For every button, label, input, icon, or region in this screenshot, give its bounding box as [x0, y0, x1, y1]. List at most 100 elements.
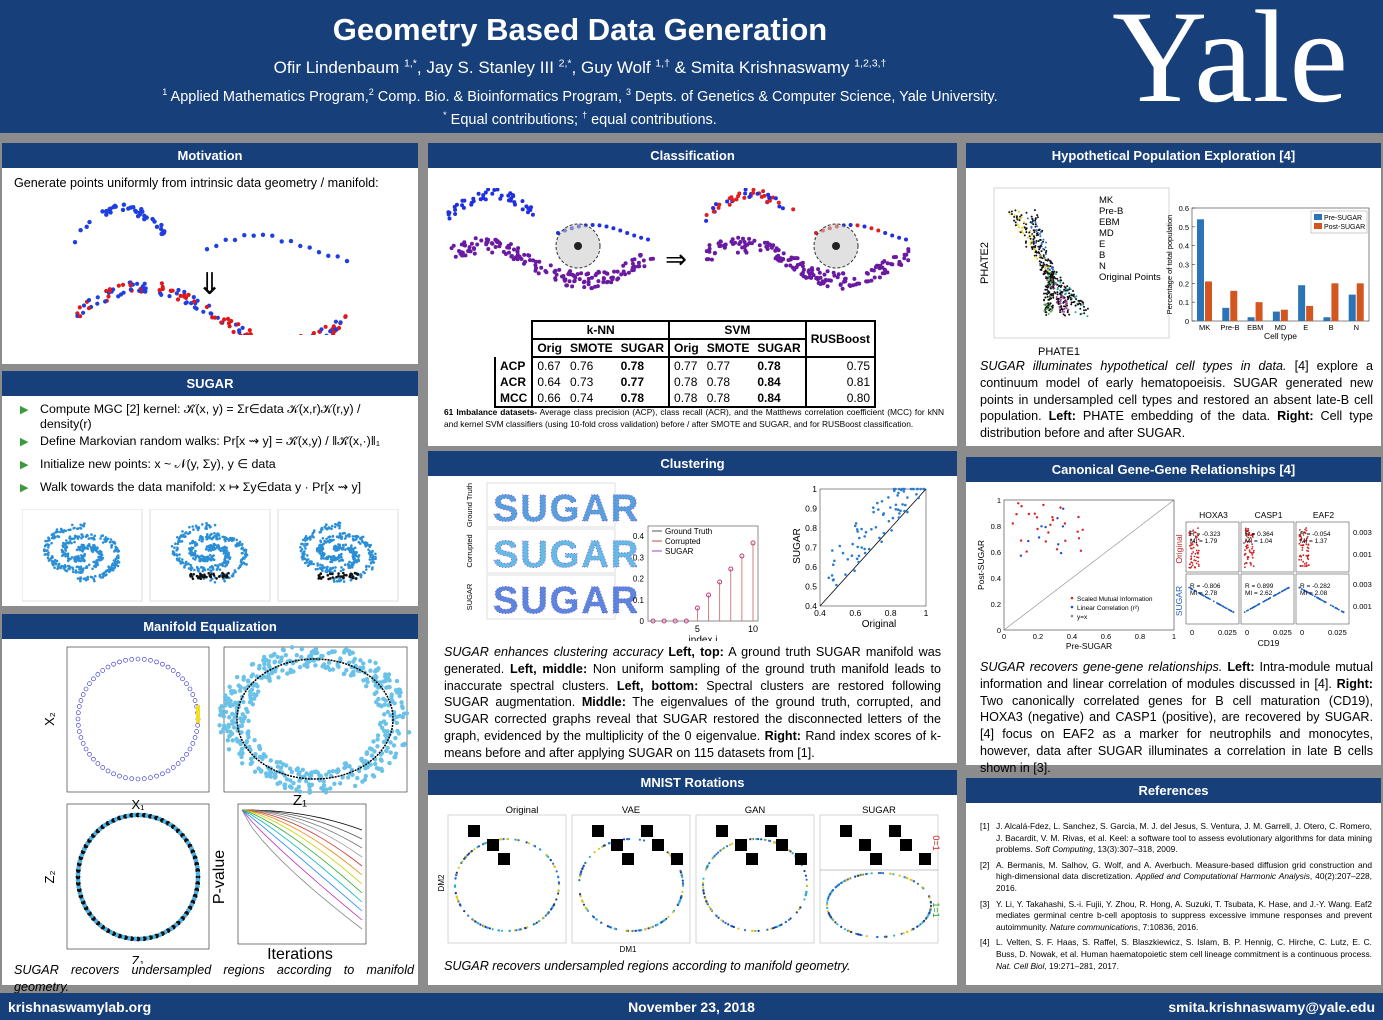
dot [477, 922, 480, 925]
dot [630, 261, 635, 266]
dot [736, 194, 741, 199]
dot [664, 918, 667, 921]
footer-link[interactable]: krishnaswamylab.org [8, 999, 152, 1015]
dot [1254, 605, 1257, 608]
dot [197, 570, 200, 573]
dot [214, 564, 217, 567]
dot [178, 536, 182, 539]
dot [200, 540, 204, 543]
dot [193, 554, 197, 557]
label: Pre-B [1220, 323, 1239, 332]
dot [877, 275, 882, 280]
dot [530, 212, 535, 217]
dot [76, 577, 80, 580]
point [148, 775, 153, 780]
dot [609, 275, 614, 280]
dot [533, 922, 536, 925]
dot [215, 315, 220, 320]
dot [353, 552, 357, 555]
label: R = 0.364 [1245, 531, 1274, 538]
dot [711, 209, 716, 214]
dot [340, 566, 343, 569]
dot [112, 559, 116, 562]
dot [159, 222, 164, 228]
dot [724, 921, 727, 925]
dot [634, 929, 637, 932]
dot [201, 575, 205, 579]
dot [93, 564, 97, 567]
dot [763, 838, 766, 841]
dot [300, 555, 304, 559]
dot [205, 559, 209, 563]
label: 0.5 [1179, 223, 1189, 232]
dot [195, 542, 198, 545]
dot [1250, 551, 1252, 554]
dot [767, 196, 772, 200]
dot [1305, 554, 1308, 557]
dot [225, 563, 228, 567]
dot [1015, 513, 1018, 516]
footer-email[interactable]: smita.krishnaswamy@yale.edu [1168, 999, 1375, 1015]
dot [309, 649, 315, 655]
text-run: Cell type distribution before and after … [980, 409, 1374, 441]
dot [235, 538, 238, 542]
dot [1298, 535, 1301, 537]
caption: 61 Imbalance datasets- Average class pre… [444, 406, 944, 430]
dot [1045, 308, 1048, 311]
label: MI = 2.08 [1300, 590, 1328, 597]
dot [825, 903, 829, 906]
dot [104, 208, 109, 214]
dot [515, 257, 520, 262]
dot [224, 700, 230, 705]
dot [921, 921, 924, 924]
cell [495, 339, 532, 357]
dot [1247, 540, 1250, 543]
dot [387, 760, 392, 766]
highlight [196, 705, 200, 723]
dot [75, 570, 78, 574]
dot [175, 549, 178, 552]
dot [383, 674, 388, 679]
dot [462, 198, 467, 203]
dot [486, 188, 491, 192]
label: 0.8 [805, 523, 817, 533]
dot [798, 908, 801, 911]
dot [1030, 240, 1033, 243]
dot [175, 557, 179, 560]
dot [369, 555, 372, 558]
dot [922, 487, 926, 491]
dot [1042, 261, 1045, 264]
row-header: ACP [493, 357, 534, 374]
dot [177, 540, 180, 543]
dot [722, 245, 727, 250]
dot [623, 261, 628, 266]
point [154, 659, 159, 665]
dot [855, 223, 860, 228]
dot [74, 555, 78, 559]
label: R = 0.899 [1245, 583, 1274, 590]
dot [223, 579, 226, 583]
dot [853, 569, 856, 572]
dot [254, 692, 259, 698]
dot [86, 306, 92, 311]
dot [226, 747, 232, 752]
dot [642, 839, 646, 842]
dot [1303, 589, 1306, 592]
dot [128, 283, 133, 288]
dot [747, 195, 752, 199]
dot [604, 224, 609, 229]
dot [707, 246, 712, 251]
dot [1051, 306, 1054, 309]
dot [214, 533, 218, 537]
dot [805, 884, 809, 887]
dot [1040, 241, 1043, 244]
dot [1306, 591, 1309, 594]
dot [678, 900, 681, 903]
dot [784, 263, 789, 268]
dot [731, 198, 736, 203]
arrow: ⇓ [197, 268, 223, 301]
cell: 0.77 [706, 359, 731, 373]
text-run: Nature communications [1049, 921, 1138, 932]
dot [118, 292, 124, 297]
dot [791, 207, 796, 212]
